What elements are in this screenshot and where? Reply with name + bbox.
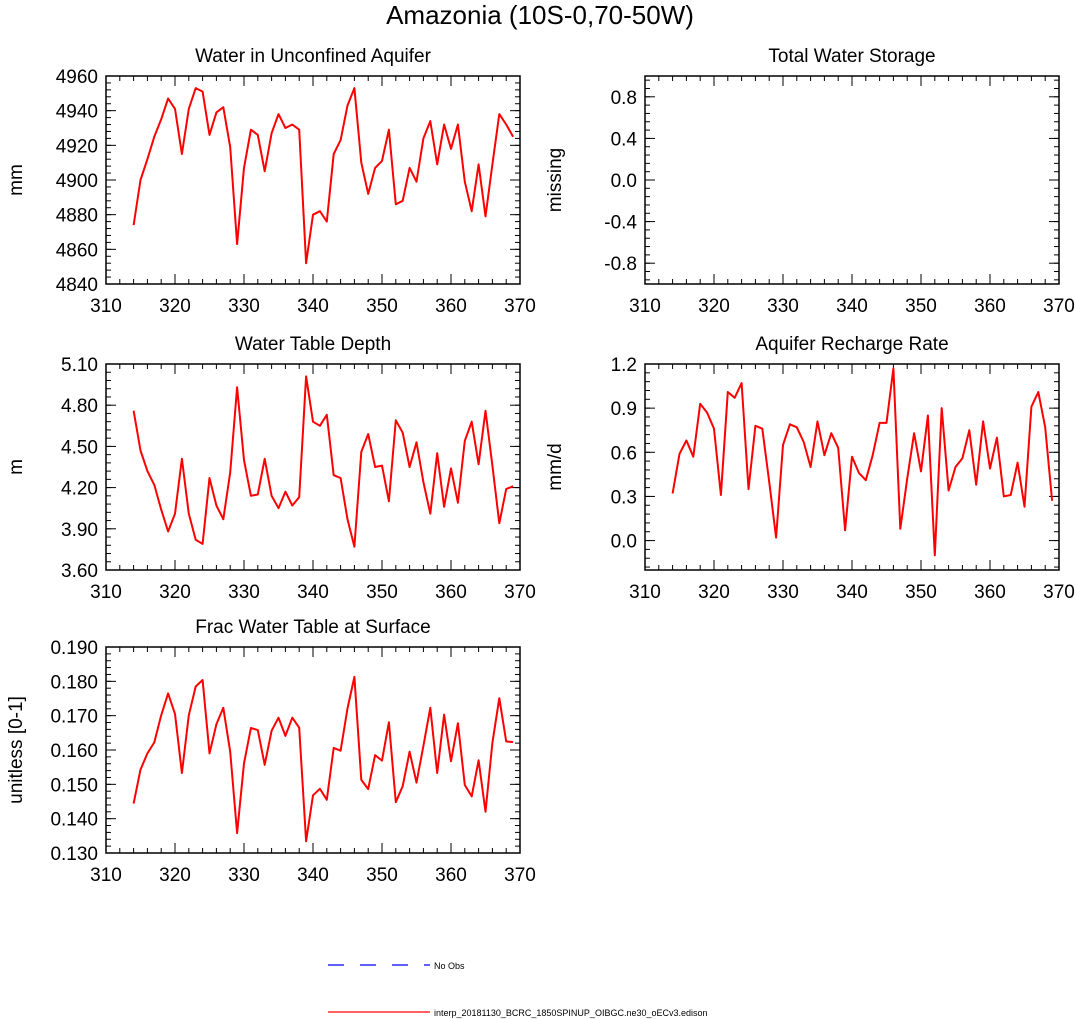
x-tick-label: 350 <box>366 296 398 317</box>
legend-label-no-obs: No Obs <box>434 961 465 971</box>
y-tick-label: 1.2 <box>611 355 637 376</box>
y-tick-label: 4860 <box>56 240 98 261</box>
chart-title: Frac Water Table at Surface <box>195 617 431 638</box>
x-tick-label: 310 <box>629 582 661 603</box>
y-tick-label: 3.60 <box>61 561 98 582</box>
chart-title: Aquifer Recharge Rate <box>755 334 948 355</box>
x-tick-label: 340 <box>297 582 329 603</box>
x-tick-label: 360 <box>435 296 467 317</box>
y-tick-label: 4.80 <box>61 396 98 417</box>
x-tick-label: 350 <box>366 865 398 886</box>
y-tick-label: 0.160 <box>50 741 98 762</box>
y-tick-label: 0.180 <box>50 672 98 693</box>
series-line <box>132 375 514 548</box>
chart-title: Total Water Storage <box>768 46 935 67</box>
y-tick-label: -0.8 <box>604 254 637 275</box>
x-tick-label: 370 <box>504 865 536 886</box>
plot-frame <box>105 646 521 854</box>
y-tick-label: 0.170 <box>50 707 98 728</box>
y-axis-label: mm <box>6 164 27 196</box>
x-tick-label: 370 <box>1043 582 1075 603</box>
x-tick-label: 370 <box>504 296 536 317</box>
legend-label-model: interp_20181130_BCRC_1850SPINUP_OIBGC.ne… <box>434 1008 708 1018</box>
x-tick-label: 350 <box>905 582 937 603</box>
chart-panel-1: Water in Unconfined Aquifer mm 310 320 330 34… <box>6 46 536 317</box>
x-tick-label: 330 <box>228 582 260 603</box>
x-tick-label: 360 <box>435 865 467 886</box>
y-tick-label: 0.0 <box>611 532 637 553</box>
y-tick-label: 0.6 <box>611 443 637 464</box>
x-tick-label: 320 <box>159 296 191 317</box>
plot-frame <box>644 363 1060 571</box>
y-tick-label: 4940 <box>56 102 98 123</box>
y-tick-label: 4900 <box>56 171 98 192</box>
y-tick-label: 0.0 <box>611 171 637 192</box>
y-axis-label: unitless [0-1] <box>6 696 27 804</box>
x-tick-label: 330 <box>228 296 260 317</box>
x-tick-label: 330 <box>228 865 260 886</box>
x-tick-label: 320 <box>698 582 730 603</box>
y-tick-label: -0.4 <box>604 213 637 234</box>
plot-frame <box>105 363 521 571</box>
y-tick-label: 0.3 <box>611 487 637 508</box>
y-tick-label: 3.90 <box>61 520 98 541</box>
x-tick-label: 320 <box>159 865 191 886</box>
chart-panel-2: Total Water Storage missing 310 320 330 340 35… <box>545 46 1075 317</box>
y-tick-label: 0.9 <box>611 399 637 420</box>
x-tick-label: 330 <box>767 582 799 603</box>
y-tick-label: 0.130 <box>50 844 98 865</box>
y-tick-label: 5.10 <box>61 355 98 376</box>
y-tick-label: 4.50 <box>61 437 98 458</box>
series-line <box>132 675 514 843</box>
x-tick-label: 370 <box>1043 296 1075 317</box>
x-tick-label: 360 <box>974 582 1006 603</box>
chart-panel-4: Aquifer Recharge Rate mm/d 310 320 330 340 350… <box>545 334 1075 603</box>
x-tick-label: 360 <box>435 582 467 603</box>
y-tick-label: 4960 <box>56 67 98 88</box>
chart-panel-5: Frac Water Table at Surface unitless [0-1… <box>6 617 536 886</box>
x-tick-label: 330 <box>767 296 799 317</box>
chart-panel-3: Water Table Depth m 310 320 330 340 350 360 370 3… <box>6 334 536 603</box>
x-tick-label: 350 <box>366 582 398 603</box>
series-line <box>132 87 514 265</box>
figure-title: Amazonia (10S-0,70-50W) <box>386 0 694 30</box>
x-tick-label: 360 <box>974 296 1006 317</box>
legend: No Obs interp_20181130_BCRC_1850SPINUP_O… <box>328 961 708 1018</box>
y-tick-label: 4.20 <box>61 479 98 500</box>
series-line <box>671 367 1054 557</box>
x-tick-label: 370 <box>504 582 536 603</box>
x-tick-label: 340 <box>836 296 868 317</box>
y-tick-label: 0.190 <box>50 638 98 659</box>
y-tick-label: 0.4 <box>611 129 638 150</box>
x-tick-label: 320 <box>698 296 730 317</box>
y-tick-label: 4880 <box>56 206 98 227</box>
y-axis-label: m <box>6 459 27 475</box>
plots-container: Water in Unconfined Aquifer mm 310 320 330 34… <box>6 46 1075 886</box>
y-tick-label: 0.140 <box>50 810 98 831</box>
x-tick-label: 350 <box>905 296 937 317</box>
y-axis-label: missing <box>545 148 566 212</box>
x-tick-label: 310 <box>90 865 122 886</box>
x-tick-label: 310 <box>90 582 122 603</box>
plot-frame <box>105 75 521 285</box>
y-tick-label: 0.150 <box>50 775 98 796</box>
x-tick-label: 340 <box>297 296 329 317</box>
x-tick-label: 320 <box>159 582 191 603</box>
y-tick-label: 0.8 <box>611 88 637 109</box>
chart-title: Water Table Depth <box>235 334 391 355</box>
x-tick-label: 340 <box>836 582 868 603</box>
x-tick-label: 310 <box>629 296 661 317</box>
x-tick-label: 310 <box>90 296 122 317</box>
plot-frame <box>644 75 1060 285</box>
y-axis-label: mm/d <box>545 443 566 491</box>
y-tick-label: 4920 <box>56 136 98 157</box>
x-tick-label: 340 <box>297 865 329 886</box>
y-tick-label: 4840 <box>56 275 98 296</box>
chart-title: Water in Unconfined Aquifer <box>195 46 432 67</box>
